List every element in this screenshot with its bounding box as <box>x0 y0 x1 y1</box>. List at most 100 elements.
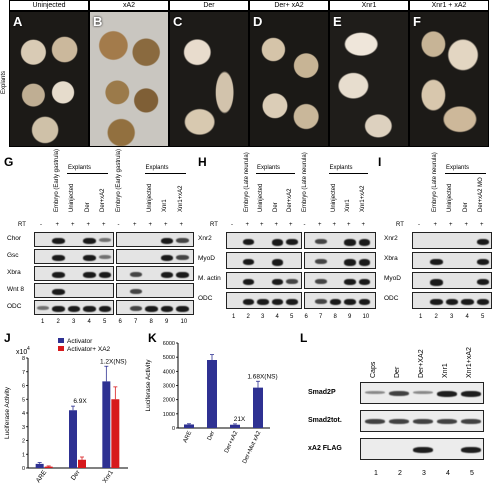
y-tick-label: 6 <box>22 384 25 390</box>
lane-number: 5 <box>103 319 107 325</box>
gel-band <box>242 258 255 265</box>
gel-strip <box>226 272 302 289</box>
explants-underline <box>328 173 368 174</box>
legend-label: Activator+ XA2 <box>67 346 111 353</box>
photo-header-6: Xnr1 + xA2 <box>409 0 489 11</box>
lane-number: 5 <box>470 470 474 477</box>
bar <box>111 399 120 468</box>
gel-band <box>52 305 65 312</box>
column-label: Embryo (Late neurula) <box>301 152 308 212</box>
column-label: Der <box>272 202 279 212</box>
column-label: Embryo (Early gastrula) <box>115 148 122 212</box>
gene-label: ODC <box>384 295 399 302</box>
y-tick-label: 8 <box>22 356 25 362</box>
rt-sign: + <box>245 222 250 228</box>
rt-sign: + <box>55 222 60 228</box>
gel-band <box>315 298 327 304</box>
lane-header: Caps <box>370 361 377 378</box>
lane-number: 5 <box>481 314 485 320</box>
category-label: Der+xA2 <box>224 430 240 454</box>
rt-sign: + <box>102 222 106 228</box>
gel-band <box>271 238 284 246</box>
gel-band <box>242 238 255 245</box>
rt-sign: + <box>260 222 264 228</box>
category-label: Der <box>70 468 82 481</box>
photo-letter: D <box>253 14 263 29</box>
gel-band <box>344 238 356 246</box>
gene-label: MyoD <box>384 275 401 282</box>
column-label: Xnr1+xA2 <box>359 185 366 212</box>
column-label: Xnr1 <box>345 199 351 212</box>
rt-sign: + <box>433 222 438 228</box>
gel-band <box>129 305 143 311</box>
column-label: Der <box>462 202 469 212</box>
lane-number: 10 <box>362 314 370 320</box>
column-label: Uninjected <box>447 183 453 212</box>
gel-band <box>129 288 143 294</box>
panel-letter-k: K <box>148 331 157 345</box>
gel-band <box>358 258 371 266</box>
gel-band <box>271 298 284 305</box>
fold-change-annotation: 1.2X(NS) <box>100 358 127 365</box>
lane-number: 6 <box>304 314 308 320</box>
explant-photo-f: F <box>409 11 489 147</box>
column-label: Der+xA2 <box>100 188 106 212</box>
lane-number: 7 <box>319 314 323 320</box>
blot-band <box>365 419 385 424</box>
rt-label: RT <box>18 222 26 228</box>
gel-band <box>52 237 65 244</box>
blot-band <box>389 391 409 396</box>
gel-band <box>36 305 50 310</box>
rt-sign: - <box>40 222 42 228</box>
y-tick-label: 4 <box>22 411 25 417</box>
gel-band <box>430 258 443 265</box>
gene-label: Xbra <box>384 255 398 262</box>
lane-number: 5 <box>290 314 294 320</box>
gene-label: Xnr2 <box>384 235 398 242</box>
column-label: Embryo (Late neurula) <box>243 152 250 212</box>
fold-change-annotation: 1.68X(NS) <box>247 373 277 380</box>
fold-change-annotation: 6.9X <box>73 398 87 405</box>
gel-strip <box>116 266 194 281</box>
photo-letter: A <box>13 14 23 29</box>
lane-number: 4 <box>446 470 450 477</box>
y-axis-label: Luciferase Activity <box>145 359 152 412</box>
gel-band <box>52 288 65 295</box>
bar <box>69 410 77 468</box>
explant-photo-a: A <box>9 11 89 147</box>
photo-letter: F <box>413 14 421 29</box>
lane-number: 2 <box>434 314 438 320</box>
photo-letter: C <box>173 14 183 29</box>
column-label: Der <box>84 202 91 212</box>
gel-strip <box>304 272 376 289</box>
blot-band <box>437 419 457 424</box>
gel-strip <box>116 249 194 264</box>
column-label: Der+xA2 MO <box>478 177 484 212</box>
rt-sign: + <box>86 222 91 228</box>
explants-underline <box>445 173 486 174</box>
gel-band <box>476 298 490 305</box>
gel-strip <box>412 252 492 269</box>
blot-band <box>413 447 433 453</box>
fold-change-annotation: 21X <box>234 416 246 423</box>
panel-letter-j: J <box>4 331 11 345</box>
blot-band <box>413 391 433 394</box>
gene-label: Wnt 8 <box>7 286 24 293</box>
rt-sign: + <box>464 222 469 228</box>
rt-sign: + <box>179 222 184 228</box>
photo-header-1: Uninjected <box>9 0 89 11</box>
lane-number: 8 <box>149 319 153 325</box>
gel-band <box>98 237 112 242</box>
rt-label: RT <box>210 222 218 228</box>
explants-header: Explants <box>446 165 470 171</box>
blot-band <box>461 391 481 397</box>
gel-band <box>344 278 356 285</box>
bar <box>78 459 86 468</box>
y-tick-label: 3000 <box>163 384 175 390</box>
lane-number: 1 <box>374 470 378 477</box>
legend-label: Activator <box>67 338 93 345</box>
lane-header: Xnr1 <box>442 363 449 378</box>
rt-sign: + <box>133 222 137 228</box>
lane-number: 2 <box>56 319 60 325</box>
